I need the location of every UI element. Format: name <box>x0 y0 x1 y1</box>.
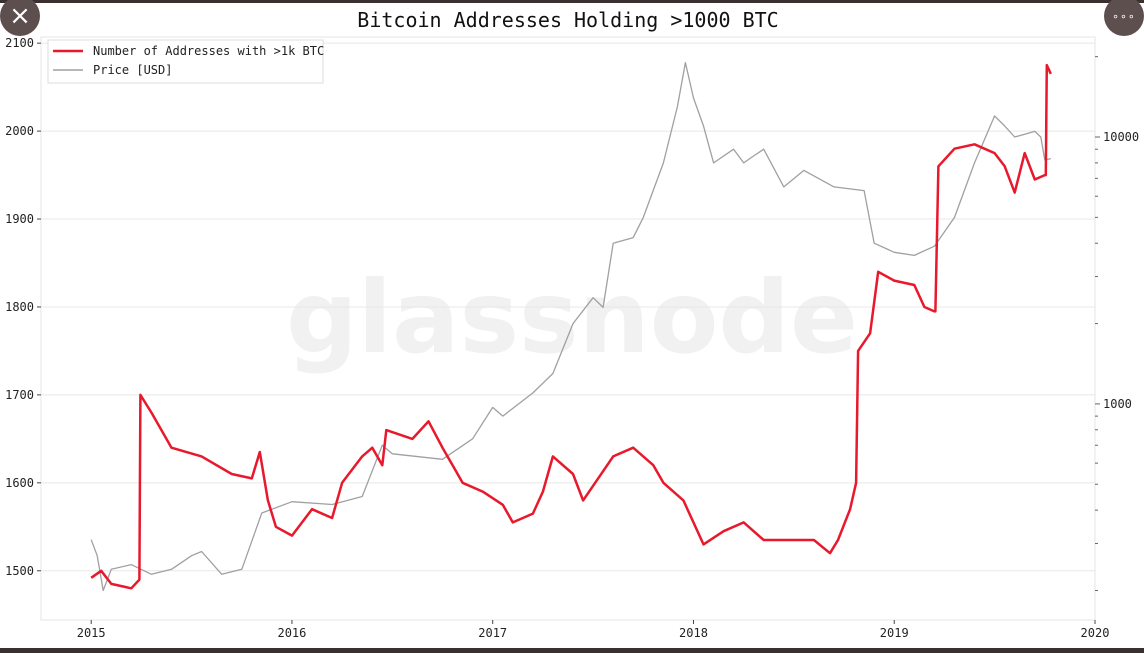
x-tick-label: 2017 <box>478 626 507 640</box>
watermark: glassnode <box>286 259 858 376</box>
legend-box <box>47 39 324 84</box>
x-tick-label: 2015 <box>77 626 106 640</box>
y-tick-label-left: 1900 <box>5 212 34 226</box>
legend-label-price: Price [USD] <box>93 63 172 77</box>
bottom-bar <box>0 648 1144 653</box>
legend-label-addresses: Number of Addresses with >1k BTC <box>93 44 324 58</box>
legend: Number of Addresses with >1k BTC Price [… <box>47 39 324 84</box>
y-tick-label-left: 1800 <box>5 300 34 314</box>
more-options-button[interactable]: ∘∘∘ <box>1104 0 1144 36</box>
chart-title: Bitcoin Addresses Holding >1000 BTC <box>357 8 778 32</box>
y-tick-label-left: 1600 <box>5 476 34 490</box>
x-axis: 2015 2016 2017 2018 2019 2020 <box>77 620 1110 640</box>
series-line-addresses <box>90 63 1052 590</box>
x-tick-label: 2016 <box>277 626 306 640</box>
y-tick-label-left: 1700 <box>5 388 34 402</box>
close-button[interactable]: × <box>0 0 40 36</box>
series-lines <box>90 61 1052 592</box>
series-line-price <box>90 61 1051 592</box>
y-tick-label-right: 10000 <box>1103 130 1139 144</box>
close-icon: × <box>9 1 31 31</box>
x-tick-label: 2019 <box>880 626 909 640</box>
x-tick-label: 2018 <box>679 626 708 640</box>
y-tick-label-left: 2100 <box>5 36 34 50</box>
top-bar <box>0 0 1144 3</box>
y-axis-right: 1000 10000 <box>1095 56 1139 591</box>
y-axis-left: 1500 1600 1700 1800 1900 2000 2100 <box>5 36 41 578</box>
y-tick-label-right: 1000 <box>1103 397 1132 411</box>
more-icon: ∘∘∘ <box>1112 9 1136 23</box>
x-tick-label: 2020 <box>1081 626 1110 640</box>
y-tick-label-left: 2000 <box>5 124 34 138</box>
plot-frame <box>40 36 1096 621</box>
grid <box>41 42 1095 572</box>
y-tick-label-left: 1500 <box>5 564 34 578</box>
